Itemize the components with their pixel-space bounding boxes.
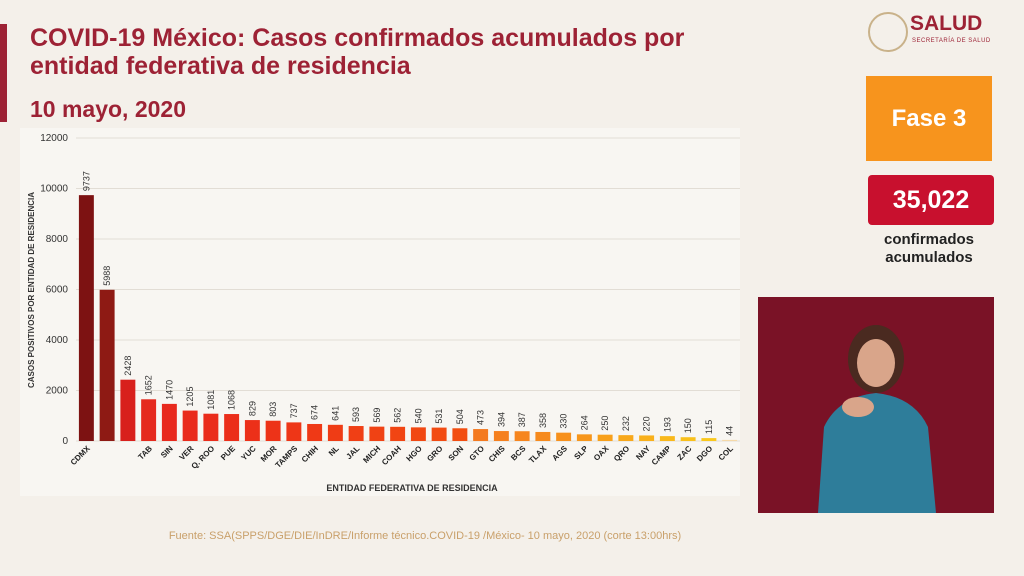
value-label: 1470	[164, 380, 174, 400]
bar	[203, 413, 219, 441]
title: COVID-19 México: Casos confirmados acumu…	[30, 24, 685, 80]
value-label: 531	[434, 409, 444, 424]
bar	[701, 438, 717, 441]
bar	[120, 379, 136, 441]
total-badge: 35,022	[868, 175, 994, 225]
y-tick-label: 4000	[46, 335, 69, 346]
bar	[182, 410, 198, 441]
accent-bar	[0, 24, 7, 122]
value-label: 387	[517, 412, 527, 427]
y-tick-label: 10000	[40, 184, 68, 195]
x-axis-label: ENTIDAD FEDERATIVA DE RESIDENCIA	[326, 483, 498, 493]
bar	[473, 429, 489, 441]
bar	[265, 420, 281, 441]
value-label: 473	[476, 410, 486, 425]
logo-subtitle: SECRETARÍA DE SALUD	[912, 38, 991, 44]
bar	[78, 195, 94, 441]
bar	[493, 431, 509, 441]
interpreter-video	[758, 297, 994, 513]
y-tick-label: 12000	[40, 133, 68, 144]
subtitle: 10 mayo, 2020	[30, 96, 187, 122]
value-label: 1205	[185, 387, 195, 407]
seal	[868, 12, 908, 52]
bar	[161, 403, 177, 441]
bar	[369, 426, 385, 441]
value-label: 264	[579, 415, 589, 430]
bar	[99, 289, 115, 441]
y-tick-label: 6000	[46, 285, 69, 296]
y-axis-label: CASOS POSITIVOS POR ENTIDAD DE RESIDENCI…	[27, 192, 36, 388]
value-label: 2428	[123, 356, 133, 376]
value-label: 250	[600, 416, 610, 431]
value-label: 193	[662, 417, 672, 432]
value-label: 1068	[227, 390, 237, 410]
bar	[244, 420, 260, 441]
bar	[390, 426, 406, 441]
value-label: 569	[372, 408, 382, 423]
bar	[348, 426, 364, 441]
bar	[286, 422, 302, 441]
value-label: 232	[621, 416, 631, 431]
value-label: 593	[351, 407, 361, 422]
value-label: 540	[413, 408, 423, 423]
total-caption: confirmados acumulados	[883, 231, 974, 266]
bar	[535, 431, 551, 441]
bar	[307, 423, 323, 441]
y-tick-label: 0	[62, 436, 68, 447]
value-label: 504	[455, 409, 465, 424]
bar	[597, 434, 613, 441]
value-label: 562	[393, 408, 403, 423]
y-tick-label: 2000	[46, 386, 69, 397]
chart: CASOS POSITIVOS POR ENTIDAD DE RESIDENCI…	[27, 133, 740, 493]
value-label: 358	[538, 413, 548, 428]
value-label: 641	[330, 406, 340, 421]
value-label: 5988	[102, 266, 112, 286]
bar	[141, 399, 157, 441]
value-label: 115	[704, 420, 714, 434]
logo: SALUD	[910, 12, 983, 35]
value-label: 9737	[81, 171, 91, 191]
value-label: 150	[683, 418, 693, 433]
value-label: 737	[289, 403, 299, 418]
bar	[576, 434, 592, 441]
bar	[224, 414, 240, 441]
bar	[431, 427, 447, 441]
bar	[556, 432, 572, 441]
value-label: 674	[310, 405, 320, 420]
bar	[327, 424, 343, 441]
y-tick-label: 8000	[46, 234, 69, 245]
bar	[514, 431, 530, 441]
value-label: 1081	[206, 390, 216, 410]
value-label: 803	[268, 402, 278, 417]
bar	[410, 427, 426, 441]
value-label: 330	[559, 414, 569, 429]
value-label: 394	[496, 412, 506, 427]
value-label: 44	[725, 426, 735, 436]
bar	[639, 435, 655, 441]
bar	[680, 437, 696, 441]
bar	[452, 428, 468, 441]
bar	[618, 435, 634, 441]
value-label: 829	[247, 401, 257, 416]
phase-badge: Fase 3	[866, 76, 992, 161]
interpreter	[818, 325, 936, 513]
bar	[722, 439, 738, 441]
source: Fuente: SSA(SPPS/DGE/DIE/InDRE/Informe t…	[168, 530, 682, 542]
bar	[659, 436, 675, 441]
value-label: 1652	[144, 375, 154, 395]
value-label: 220	[642, 416, 652, 431]
